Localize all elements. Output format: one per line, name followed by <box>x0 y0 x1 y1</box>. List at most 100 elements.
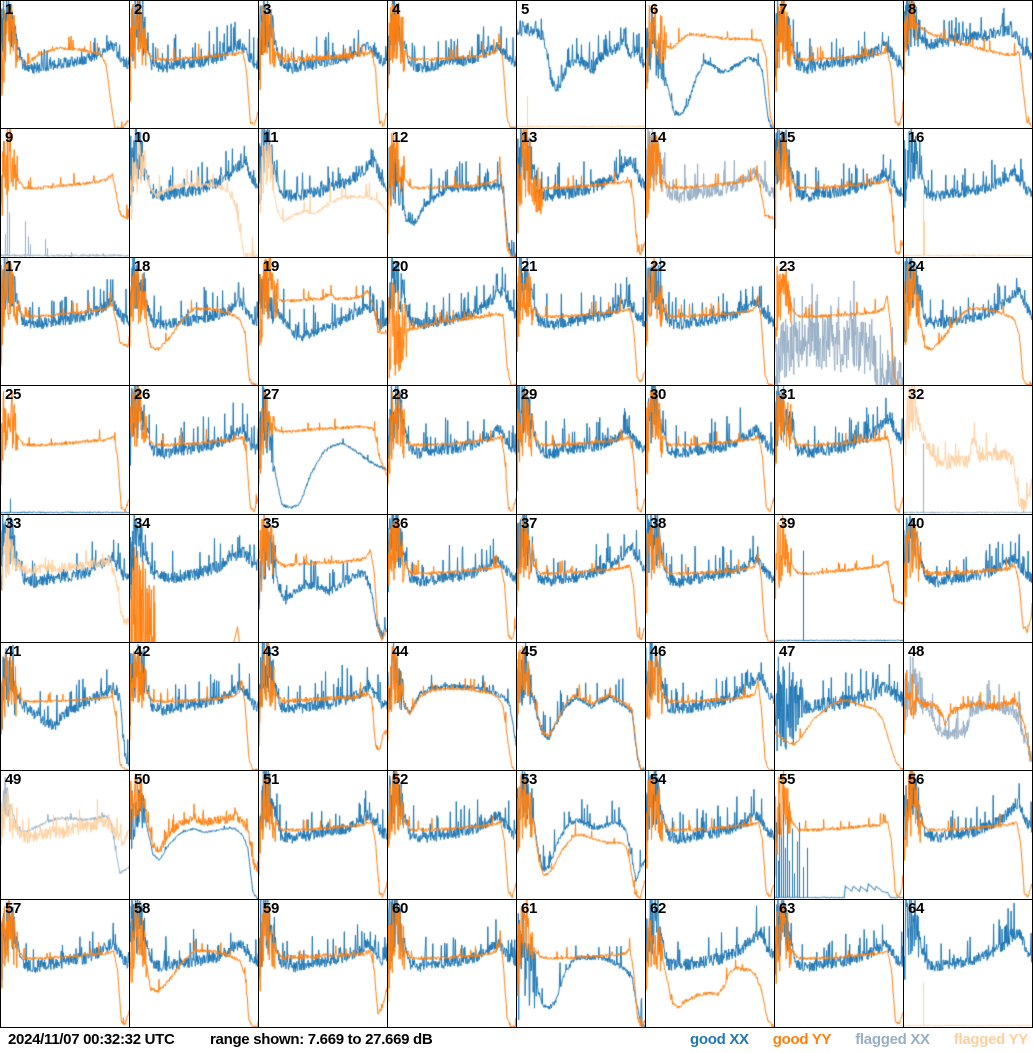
cell-number: 31 <box>779 386 796 404</box>
spectrum-cell: 62 <box>646 899 774 1027</box>
cell-number: 38 <box>650 514 667 532</box>
cell-number: 62 <box>650 899 667 917</box>
spectrum-canvas <box>130 771 258 899</box>
spectrum-cell: 3 <box>259 1 387 129</box>
spectrum-canvas <box>259 514 387 642</box>
spectrum-canvas <box>775 129 903 257</box>
spectrum-cell: 26 <box>130 386 258 514</box>
cell-number: 24 <box>908 257 925 275</box>
legend-item-flagged-yy: flagged YY <box>953 1031 1029 1048</box>
cell-number: 16 <box>908 129 925 147</box>
spectrum-canvas <box>646 899 774 1027</box>
spectrum-canvas <box>1 771 129 899</box>
spectrum-canvas <box>646 642 774 771</box>
spectrum-canvas <box>517 514 645 642</box>
legend-item-good-yy: good YY <box>772 1031 832 1048</box>
spectrum-cell: 56 <box>904 771 1032 899</box>
spectrum-canvas <box>775 257 903 386</box>
spectrum-cell: 13 <box>517 129 645 257</box>
spectrum-canvas <box>259 1 387 129</box>
spectrum-cell: 4 <box>388 1 516 129</box>
spectrum-canvas <box>388 899 516 1027</box>
spectrum-cell: 35 <box>259 514 387 642</box>
cell-number: 18 <box>134 257 151 275</box>
cell-number: 9 <box>5 129 14 147</box>
cell-number: 61 <box>521 899 538 917</box>
spectrum-cell: 25 <box>1 386 129 514</box>
cell-number: 36 <box>392 514 409 532</box>
spectrum-cell: 43 <box>259 642 387 771</box>
cell-number: 12 <box>392 129 409 147</box>
spectrum-cell: 44 <box>388 642 516 771</box>
cell-number: 21 <box>521 257 538 275</box>
spectrum-cell: 41 <box>1 642 129 771</box>
spectrum-cell: 48 <box>904 642 1032 771</box>
spectrum-cell: 19 <box>259 257 387 386</box>
cell-number: 30 <box>650 386 667 404</box>
spectrum-cell: 9 <box>1 129 129 257</box>
spectrum-cell: 10 <box>130 129 258 257</box>
spectrum-canvas <box>1 642 129 771</box>
cell-number: 14 <box>650 129 667 147</box>
spectrum-canvas <box>775 899 903 1027</box>
cell-number: 23 <box>779 257 796 275</box>
spectrum-canvas <box>388 1 516 129</box>
cell-number: 34 <box>134 514 151 532</box>
cell-number: 57 <box>5 899 22 917</box>
spectrum-canvas <box>646 1 774 129</box>
legend-item-flagged-xx: flagged XX <box>855 1031 930 1048</box>
spectrum-cell: 29 <box>517 386 645 514</box>
spectrum-cell: 22 <box>646 257 774 386</box>
spectrum-canvas <box>517 257 645 386</box>
spectrum-cell: 42 <box>130 642 258 771</box>
cell-number: 56 <box>908 771 925 789</box>
spectrum-cell: 34 <box>130 514 258 642</box>
spectrum-cell: 38 <box>646 514 774 642</box>
status-bar: 2024/11/07 00:32:32 UTC range shown: 7.6… <box>0 1028 1033 1053</box>
spectrum-canvas <box>904 899 1032 1027</box>
spectrum-cell: 33 <box>1 514 129 642</box>
cell-number: 40 <box>908 514 925 532</box>
spectrum-canvas <box>130 642 258 771</box>
cell-number: 48 <box>908 642 925 660</box>
cell-number: 1 <box>5 1 14 18</box>
spectrum-canvas <box>388 129 516 257</box>
spectrum-cell: 21 <box>517 257 645 386</box>
spectrum-cell: 2 <box>130 1 258 129</box>
spectrum-cell: 6 <box>646 1 774 129</box>
spectrum-canvas <box>646 386 774 514</box>
cell-number: 27 <box>263 386 280 404</box>
spectrum-cell: 28 <box>388 386 516 514</box>
spectrum-cell: 63 <box>775 899 903 1027</box>
spectrum-canvas <box>904 642 1032 771</box>
spectrum-cell: 53 <box>517 771 645 899</box>
spectrum-canvas <box>904 257 1032 386</box>
spectrum-canvas <box>388 386 516 514</box>
spectrum-canvas <box>646 257 774 386</box>
spectrum-cell: 31 <box>775 386 903 514</box>
spectrum-cell: 46 <box>646 642 774 771</box>
cell-number: 3 <box>263 1 272 18</box>
cell-number: 41 <box>5 642 22 660</box>
spectrum-cell: 17 <box>1 257 129 386</box>
spectra-grid: 1 2 3 4 5 6 7 8 9 10 11 12 13 14 15 16 17 18 19 20 21 22 23 24 2… <box>0 0 1033 1028</box>
cell-number: 7 <box>779 1 788 18</box>
spectrum-canvas <box>130 899 258 1027</box>
cell-number: 19 <box>263 257 280 275</box>
spectrum-cell: 50 <box>130 771 258 899</box>
spectrum-cell: 37 <box>517 514 645 642</box>
spectrum-cell: 5 <box>517 1 645 129</box>
spectrum-canvas <box>388 514 516 642</box>
cell-number: 11 <box>263 129 279 147</box>
spectrum-cell: 55 <box>775 771 903 899</box>
cell-number: 25 <box>5 386 22 404</box>
cell-number: 51 <box>263 771 280 789</box>
spectrum-cell: 8 <box>904 1 1032 129</box>
cell-number: 20 <box>392 257 409 275</box>
spectrum-cell: 27 <box>259 386 387 514</box>
spectrum-canvas <box>259 642 387 771</box>
cell-number: 58 <box>134 899 151 917</box>
cell-number: 6 <box>650 1 659 18</box>
cell-number: 32 <box>908 386 925 404</box>
cell-number: 60 <box>392 899 409 917</box>
